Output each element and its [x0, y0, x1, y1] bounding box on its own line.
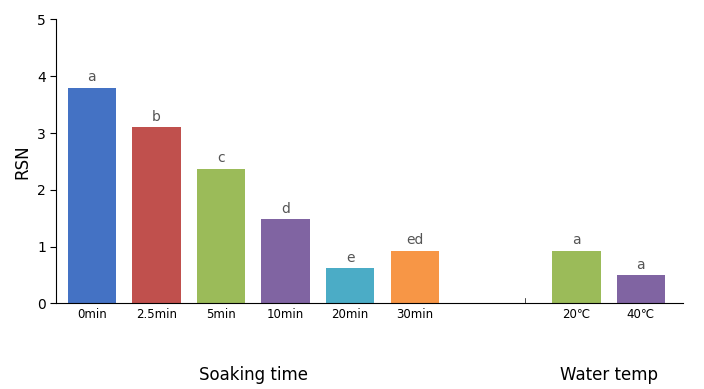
Bar [261, 219, 310, 303]
Text: d: d [281, 202, 290, 216]
Bar [68, 88, 116, 303]
Y-axis label: RSN: RSN [13, 144, 32, 179]
Text: Soaking time: Soaking time [199, 366, 308, 384]
Text: e: e [346, 251, 355, 265]
Bar [617, 275, 665, 303]
Text: a: a [87, 70, 96, 84]
Text: c: c [218, 151, 225, 165]
Text: a: a [636, 258, 645, 272]
Bar [552, 251, 601, 303]
Bar [132, 127, 181, 303]
Text: a: a [572, 233, 581, 247]
Text: Water temp: Water temp [560, 366, 658, 384]
Bar [391, 251, 439, 303]
Bar [326, 268, 375, 303]
Text: ed: ed [406, 233, 424, 247]
Bar [197, 169, 245, 303]
Text: b: b [152, 110, 161, 124]
